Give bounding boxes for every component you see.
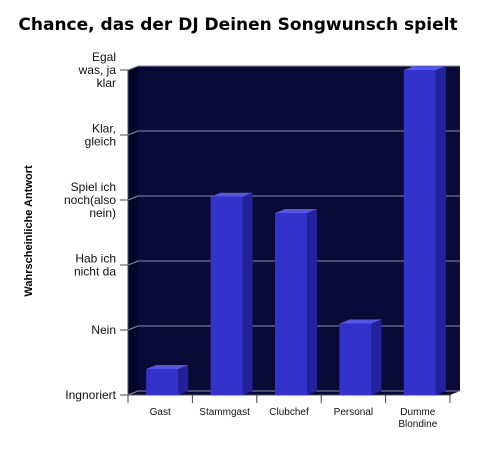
- bar: [210, 196, 243, 395]
- bar-side: [435, 66, 446, 395]
- x-tick-label: Stammgast: [199, 407, 250, 418]
- bar-top: [146, 365, 189, 369]
- bar: [146, 369, 179, 395]
- y-tick-label: Klar, gleich: [85, 122, 116, 149]
- y-tick-label: Nein: [91, 323, 116, 337]
- side-wall: [128, 66, 138, 395]
- gridline: [127, 260, 460, 266]
- x-tick-label: Personal: [334, 407, 373, 418]
- y-tick-label: Ingnoriert: [65, 388, 116, 402]
- bar-top: [339, 319, 382, 324]
- bar: [339, 323, 372, 395]
- y-tick-label: Hab ich nicht da: [74, 252, 116, 279]
- bar: [403, 70, 436, 395]
- y-tick-label: Spiel ich noch(also nein): [64, 180, 116, 220]
- chart-title: Chance, das der DJ Deinen Songwunsch spi…: [18, 15, 457, 35]
- gridline: [127, 195, 460, 201]
- x-tick-label: Gast: [150, 407, 171, 418]
- y-tick-label: Egal was, ja klar: [78, 50, 117, 90]
- x-tick-label: Dumme Blondine: [398, 407, 437, 430]
- bar: [275, 213, 307, 395]
- y-axis-label: Wahrscheinliche Antwort: [23, 165, 35, 297]
- gridline: [127, 65, 460, 71]
- bar-top: [275, 209, 317, 213]
- bar-side: [242, 192, 253, 395]
- gridline: [127, 130, 460, 136]
- plot-area: Ingnoriert Nein Hab ich nicht da Spiel ich no…: [64, 50, 460, 430]
- bar-side: [371, 319, 382, 395]
- bar-top: [210, 192, 253, 197]
- x-tick-label: Clubchef: [269, 407, 309, 418]
- bar-side: [178, 365, 189, 395]
- bar-side: [307, 209, 317, 395]
- bar-top: [403, 66, 446, 70]
